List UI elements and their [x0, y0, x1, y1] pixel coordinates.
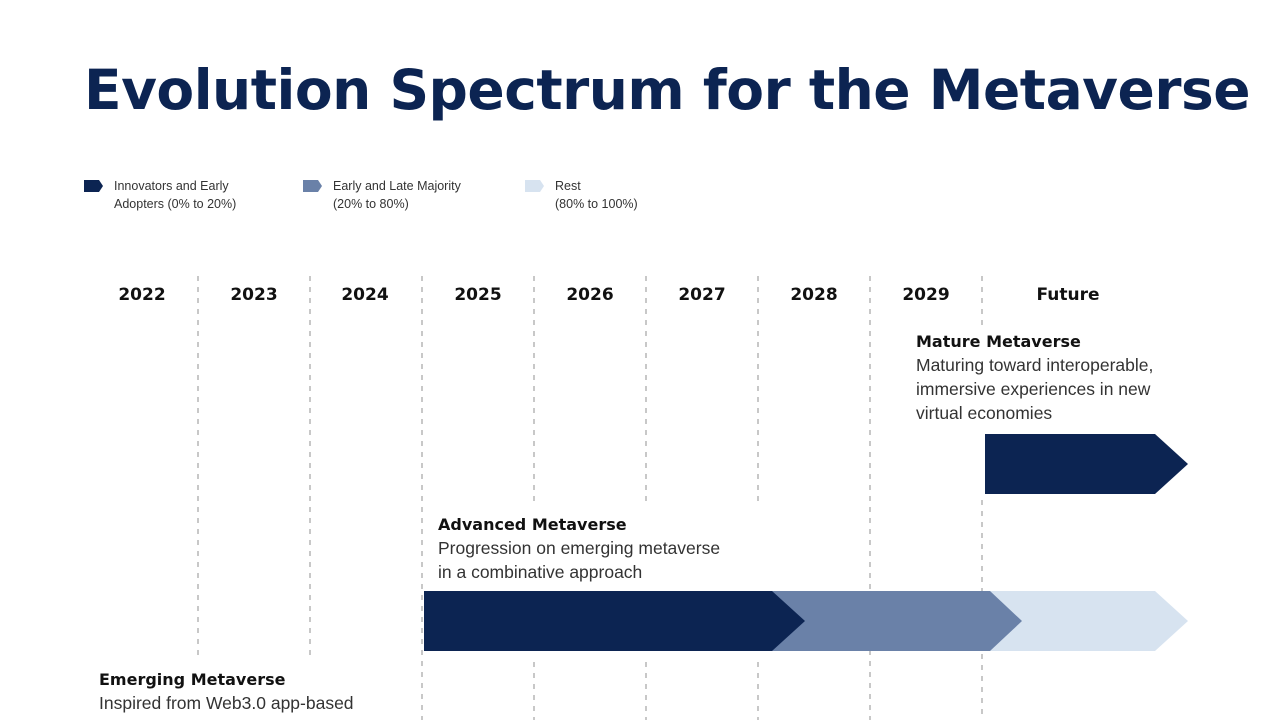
stage-title-advanced: Advanced Metaverse [438, 515, 627, 534]
stage-desc-emerging: Inspired from Web3.0 app-based [99, 693, 354, 713]
stage-title-mature: Mature Metaverse [916, 332, 1081, 351]
year-label-2022: 2022 [118, 285, 165, 305]
legend-label-majority: Early and Late Majority (20% to 80%) [333, 179, 461, 211]
year-label-future: Future [1036, 285, 1099, 305]
stage-advanced: Advanced Metaverse Progression on emergi… [438, 514, 720, 584]
year-label-2024: 2024 [341, 285, 388, 305]
mature-arrow [985, 434, 1188, 494]
legend-label-rest: Rest (80% to 100%) [555, 179, 638, 211]
year-label-2028: 2028 [790, 285, 837, 305]
stage-emerging: Emerging Metaverse Inspired from Web3.0 … [99, 669, 354, 715]
stage-desc-mature: Maturing toward interoperable, immersive… [916, 355, 1154, 423]
stage-mature: Mature Metaverse Maturing toward interop… [916, 331, 1153, 425]
legend-swatch-light [525, 180, 544, 192]
year-label-2025: 2025 [454, 285, 501, 305]
year-label-2026: 2026 [566, 285, 613, 305]
year-label-2023: 2023 [230, 285, 277, 305]
legend-swatch-mid [303, 180, 322, 192]
advanced-arrow-dark-segment [424, 591, 805, 651]
year-label-2029: 2029 [902, 285, 949, 305]
legend-swatch-dark [84, 180, 103, 192]
year-label-2027: 2027 [678, 285, 725, 305]
advanced-arrow [424, 591, 1188, 651]
year-labels: 2022 2023 2024 2025 2026 2027 2028 2029 … [118, 285, 1099, 305]
advanced-arrow-mid-segment [770, 591, 1022, 651]
column-dividers [197, 276, 983, 720]
stage-title-emerging: Emerging Metaverse [99, 670, 286, 689]
legend-label-innovators: Innovators and Early Adopters (0% to 20%… [114, 179, 237, 211]
stage-desc-advanced: Progression on emerging metaverse in a c… [438, 538, 721, 582]
advanced-arrow-light-segment [985, 591, 1188, 651]
page-title: Evolution Spectrum for the Metaverse [84, 58, 1251, 122]
